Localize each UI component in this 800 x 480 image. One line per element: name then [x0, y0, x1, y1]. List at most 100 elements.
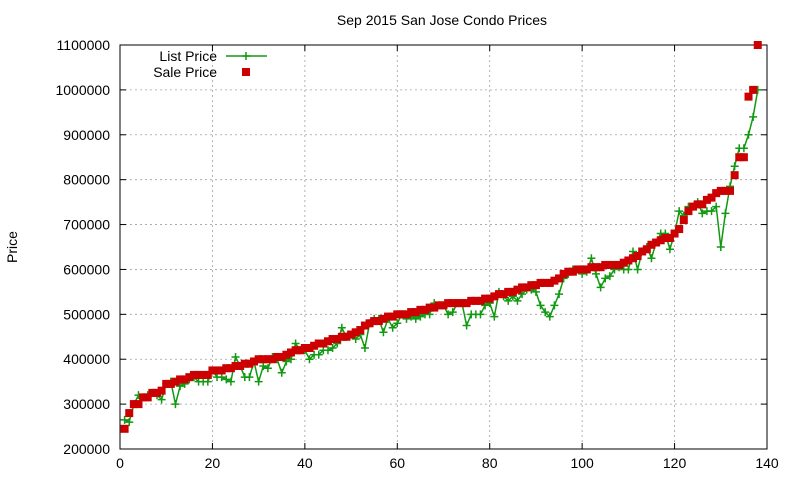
chart-title: Sep 2015 San Jose Condo Prices [337, 12, 547, 28]
sale-price-point [351, 328, 360, 337]
sale-price-point [490, 292, 499, 301]
list-price-point [744, 130, 753, 139]
sale-price-point [254, 355, 263, 364]
sale-price-point [531, 281, 540, 290]
list-price-point [541, 308, 550, 317]
sale-price-point [162, 379, 171, 388]
x-tick-label: 120 [663, 455, 687, 471]
list-price-point [125, 418, 134, 427]
sale-price-point [457, 299, 466, 308]
list-price-point [698, 209, 707, 218]
sale-price-point [471, 296, 480, 305]
y-tick-label: 600000 [63, 261, 110, 277]
list-price-point [277, 368, 286, 377]
sale-price-point [134, 400, 143, 409]
sale-price-point [610, 260, 619, 269]
list-price-point [291, 339, 300, 348]
x-tick-label: 140 [755, 455, 779, 471]
x-tick-label: 60 [389, 455, 405, 471]
sale-price-point [541, 278, 550, 287]
sale-price-point [199, 370, 208, 379]
list-price-point [601, 274, 610, 283]
sale-price-point [735, 153, 744, 162]
sale-price-point [305, 344, 314, 352]
sale-price-point [702, 195, 711, 204]
list-price-point [254, 377, 263, 386]
sale-price-point [176, 375, 185, 384]
sale-price-point [545, 278, 554, 287]
y-tick-label: 1000000 [55, 82, 110, 98]
sale-price-point [180, 375, 189, 384]
list-price-point [481, 301, 490, 310]
y-tick-label: 700000 [63, 217, 110, 233]
y-tick-label: 900000 [63, 127, 110, 143]
sale-price-point [753, 41, 762, 49]
list-price-point [337, 323, 346, 332]
sale-price-point [185, 373, 194, 382]
sale-price-point [171, 377, 180, 386]
sale-price-point [208, 366, 217, 375]
sale-price-point [166, 379, 175, 388]
list-price-point [282, 357, 291, 366]
sale-price-point [485, 294, 494, 303]
sale-price-point [143, 393, 152, 402]
sale-price-point [310, 341, 319, 350]
sale-price-point [360, 321, 369, 330]
list-price-point [323, 346, 332, 355]
list-price-point [203, 377, 212, 386]
sale-price-point [296, 346, 305, 355]
sale-price-point [277, 352, 286, 361]
sale-price-point [393, 310, 402, 319]
sale-price-point [619, 258, 628, 267]
list-price-point [379, 328, 388, 337]
sale-price-point [379, 314, 388, 323]
sale-price-point [628, 254, 637, 263]
list-price-point [665, 245, 674, 254]
list-price-point [596, 283, 605, 292]
sale-price-point [416, 305, 425, 314]
sale-price-point [365, 319, 374, 328]
sale-price-point [286, 348, 295, 357]
list-price-point [259, 361, 268, 370]
sale-price-point [434, 301, 443, 310]
sale-price-point [125, 409, 134, 418]
list-price-point [314, 350, 323, 359]
sale-price-point [120, 424, 129, 433]
sale-price-point [462, 299, 471, 308]
sale-price-point [721, 186, 730, 195]
sale-price-point [213, 366, 222, 375]
list-price-point [707, 207, 716, 216]
sale-price-point [587, 263, 596, 272]
sale-price-point [407, 308, 416, 317]
sale-price-point [518, 283, 527, 292]
sale-price-point [615, 260, 624, 269]
sale-price-point [337, 332, 346, 341]
sale-price-point [568, 267, 577, 276]
list-price-point [226, 377, 235, 386]
sale-price-point [656, 236, 665, 245]
sale-price-point [536, 278, 545, 287]
list-price-point [245, 373, 254, 382]
list-price-point [171, 400, 180, 409]
list-price-point [388, 323, 397, 332]
sale-price-point [129, 400, 138, 409]
sale-price-point [573, 265, 582, 274]
sale-price-point [578, 265, 587, 274]
sale-price-point [624, 256, 633, 265]
list-price-point [263, 364, 272, 373]
sale-price-point [730, 171, 739, 180]
sale-price-point [421, 305, 430, 314]
sale-price-point [425, 303, 434, 312]
legend-plus-glyph [242, 52, 250, 60]
list-price-point [628, 247, 637, 256]
sale-price-point [250, 357, 259, 366]
sale-price-point [226, 364, 235, 373]
sale-price-point [448, 299, 457, 308]
sale-price-point [481, 294, 490, 303]
y-axis-label: Price [4, 231, 20, 263]
list-price-point [633, 265, 642, 274]
sale-price-point [342, 332, 351, 341]
sale-price-point [240, 359, 249, 368]
sale-price-point [499, 290, 508, 299]
